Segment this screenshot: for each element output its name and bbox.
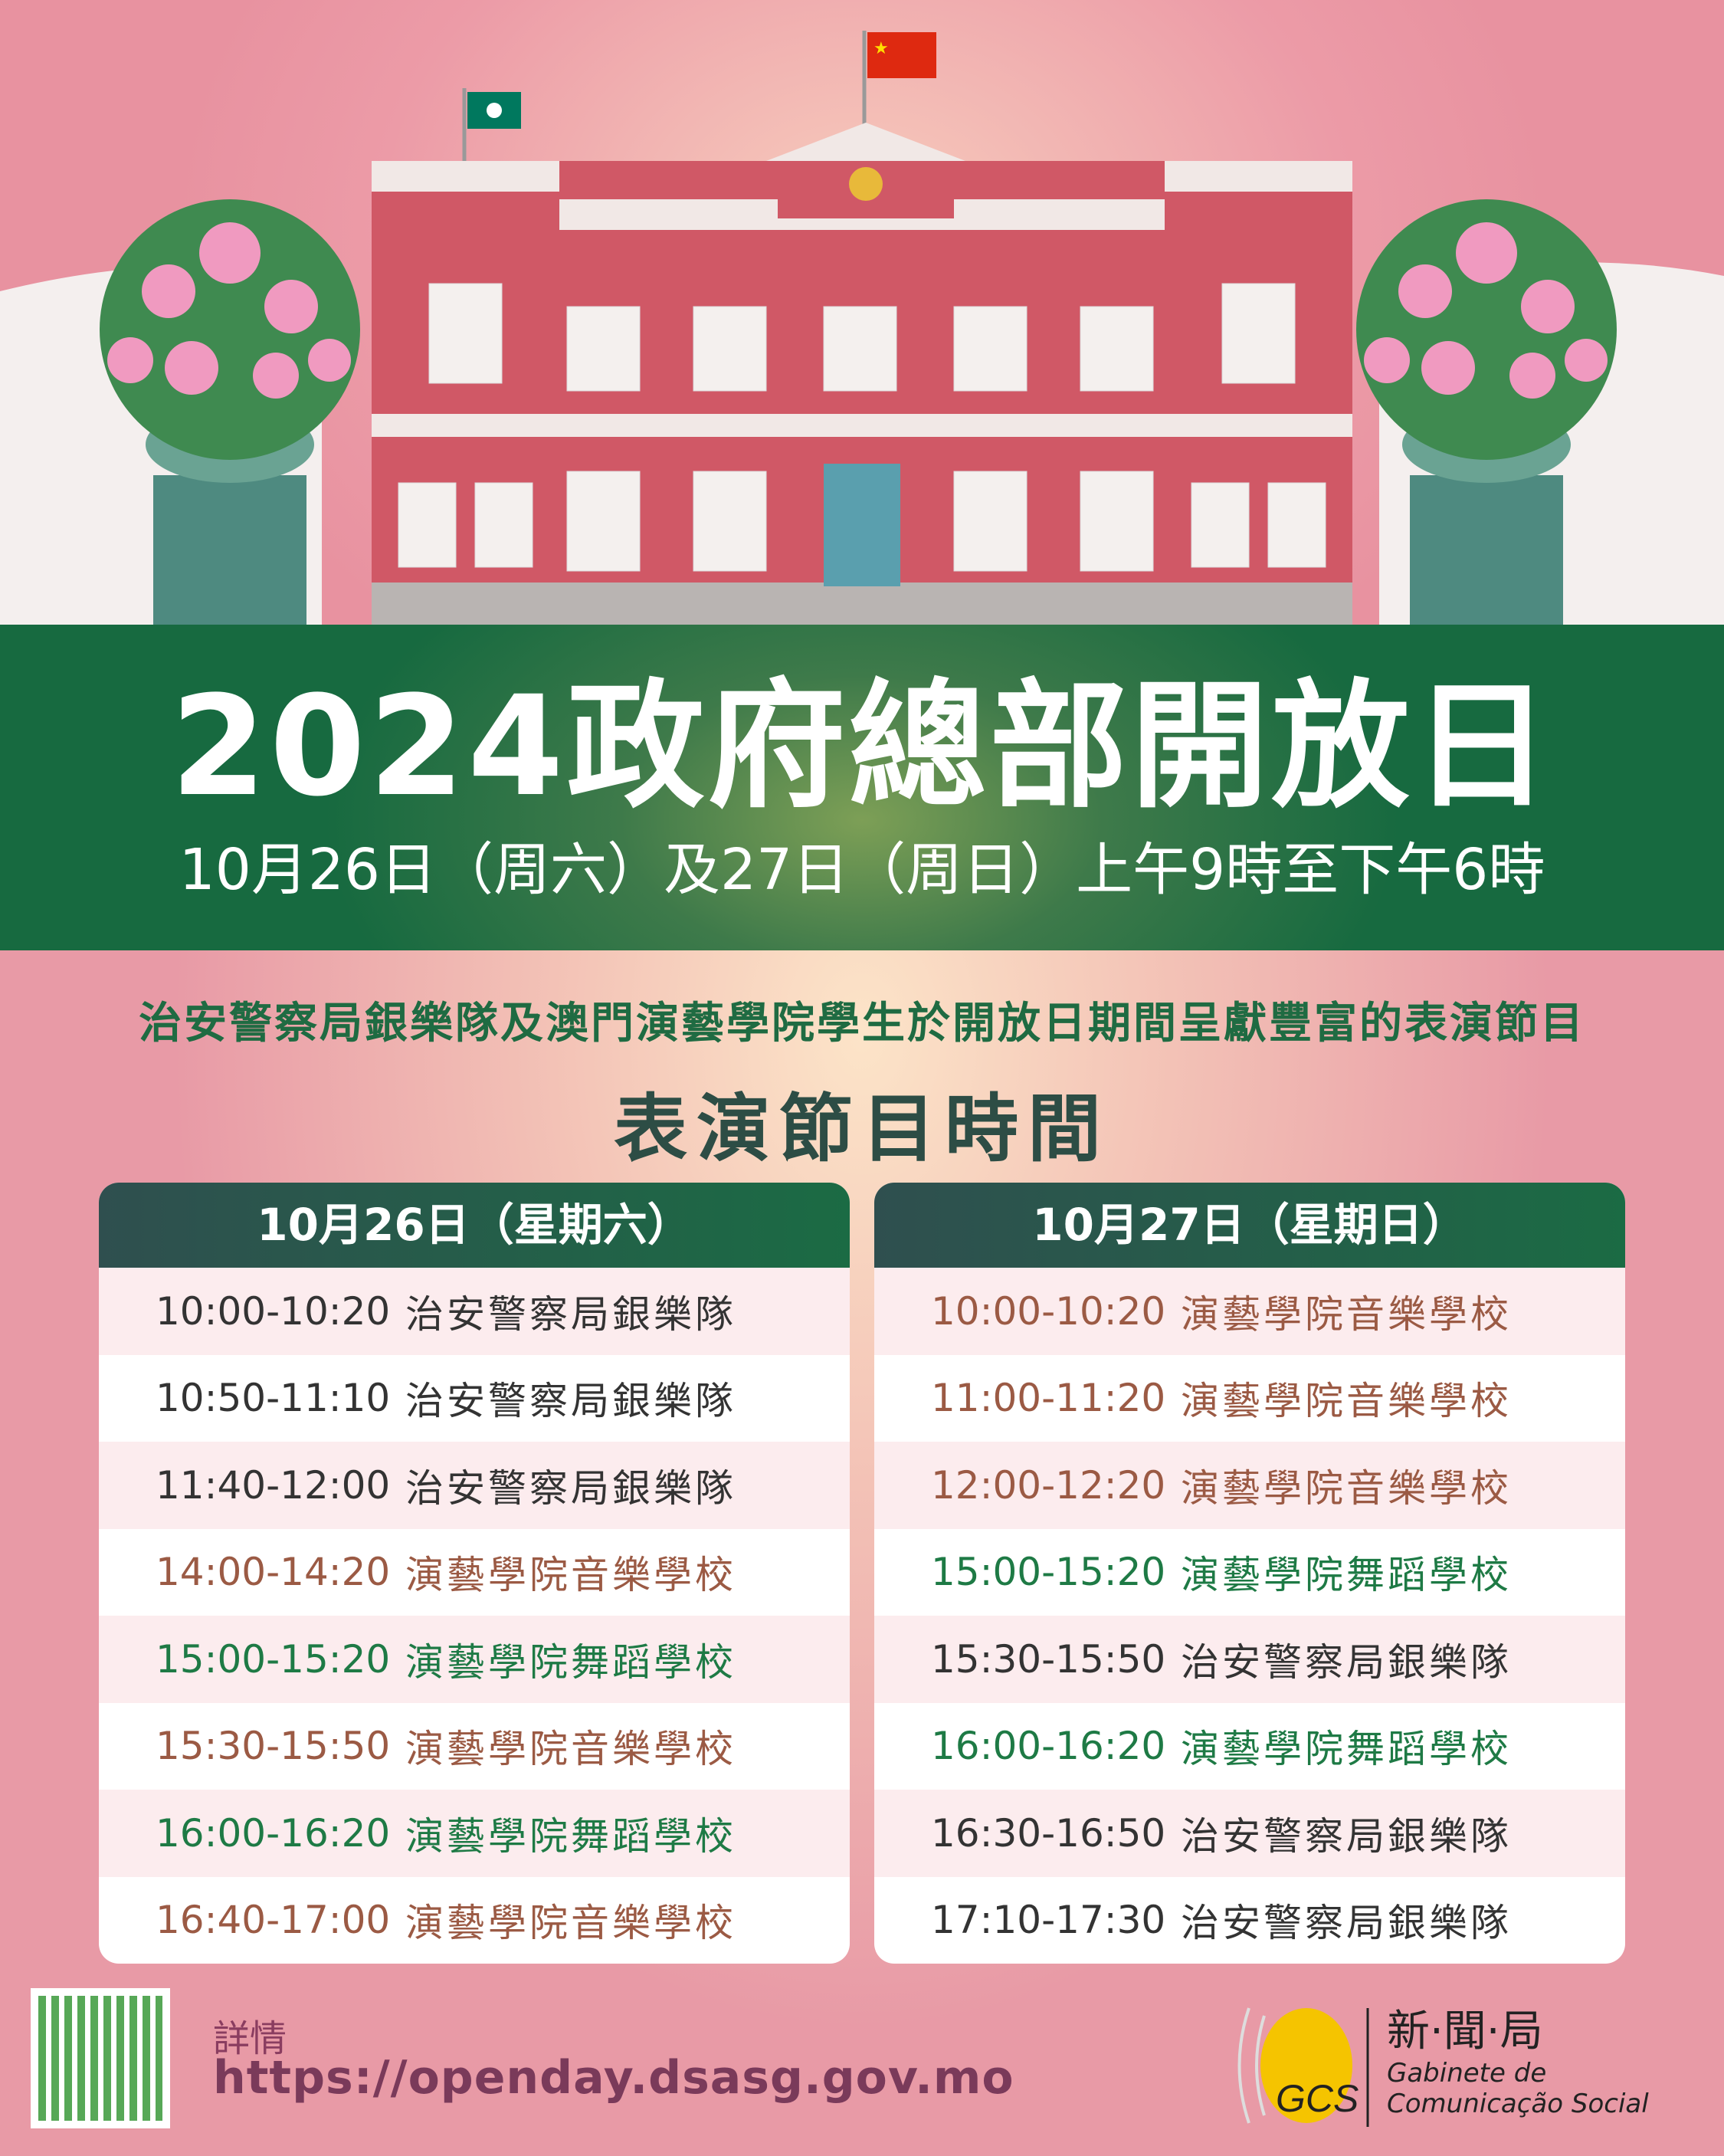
performer-name: 演藝學院音樂學校: [405, 1553, 736, 1598]
table-row: 11:00-11:20 演藝學院音樂學校: [874, 1355, 1625, 1442]
performance-time: 10:00-10:20: [156, 1288, 391, 1334]
table-row: 16:00-16:20 演藝學院舞蹈學校: [99, 1790, 850, 1877]
logo-name-pt: Comunicação Social: [1387, 2089, 1649, 2119]
performance-time: 14:00-14:20: [156, 1550, 391, 1595]
performer-name: 治安警察局銀樂隊: [405, 1291, 736, 1337]
table-row: 11:40-12:00 治安警察局銀樂隊: [99, 1442, 850, 1529]
table-row: 10:00-10:20 治安警察局銀樂隊: [99, 1268, 850, 1355]
title-banner: 2024政府總部開放日 10月26日（周六）及27日（周日）上午9時至下午6時: [0, 625, 1724, 950]
performer-name: 演藝學院舞蹈學校: [405, 1813, 736, 1859]
table-row: 15:00-15:20 演藝學院舞蹈學校: [874, 1529, 1625, 1616]
table-row: 16:40-17:00 演藝學院音樂學校: [99, 1877, 850, 1964]
performer-name: 演藝學院音樂學校: [1181, 1379, 1512, 1424]
performer-name: 治安警察局銀樂隊: [1181, 1901, 1512, 1946]
performer-name: 治安警察局銀樂隊: [1181, 1639, 1512, 1685]
performance-time: 10:50-11:10: [156, 1376, 391, 1421]
performer-name: 治安警察局銀樂隊: [405, 1465, 736, 1511]
event-title: 2024政府總部開放日: [170, 667, 1554, 827]
performer-name: 演藝學院音樂學校: [1181, 1291, 1512, 1337]
table-row: 15:30-15:50 演藝學院音樂學校: [99, 1703, 850, 1790]
flower-vase-left-icon: [100, 199, 360, 625]
performance-time: 10:00-10:20: [931, 1288, 1166, 1334]
qr-code-icon: [38, 1996, 162, 2121]
flower-vase-right-icon: [1356, 199, 1617, 625]
performer-name: 演藝學院舞蹈學校: [1181, 1727, 1512, 1772]
website-link[interactable]: https://openday.dsasg.gov.mo: [213, 2051, 1014, 2105]
table-header: 10月27日（星期日）: [874, 1183, 1625, 1268]
table-header: 10月26日（星期六）: [99, 1183, 850, 1268]
schedule-table-day1: 10月26日（星期六） 10:00-10:20 治安警察局銀樂隊 10:50-11:…: [99, 1183, 850, 1964]
performance-time: 15:30-15:50: [931, 1636, 1166, 1682]
event-subtitle: 治安警察局銀樂隊及澳門演藝學院學生於開放日期間呈獻豐富的表演節目: [139, 999, 1585, 1048]
building-illustration: ★: [0, 0, 1724, 625]
table-row: 10:00-10:20 演藝學院音樂學校: [874, 1268, 1625, 1355]
logo-name-zh: 新·聞·局: [1387, 2007, 1543, 2056]
performance-time: 15:30-15:50: [156, 1724, 391, 1769]
gcs-logo: GCS 新·聞·局 Gabinete de Comunicação Social: [1234, 1993, 1678, 2138]
performance-time: 17:10-17:30: [931, 1898, 1166, 1943]
table-row: 12:00-12:20 演藝學院音樂學校: [874, 1442, 1625, 1529]
performance-time: 11:40-12:00: [156, 1462, 391, 1508]
qr-code[interactable]: [31, 1988, 170, 2128]
schedule-heading: 表演節目時間: [614, 1086, 1110, 1172]
details-label: 詳情: [213, 2017, 287, 2060]
table-row: 15:30-15:50 治安警察局銀樂隊: [874, 1616, 1625, 1703]
schedule-table-day2: 10月27日（星期日） 10:00-10:20 演藝學院音樂學校 11:00-11:…: [874, 1183, 1625, 1964]
table-row: 16:30-16:50 治安警察局銀樂隊: [874, 1790, 1625, 1877]
performer-name: 演藝學院音樂學校: [405, 1727, 736, 1772]
macau-flag-icon: [462, 88, 521, 161]
logo-name-pt: Gabinete de: [1387, 2058, 1547, 2089]
table-row: 16:00-16:20 演藝學院舞蹈學校: [874, 1703, 1625, 1790]
performer-name: 演藝學院舞蹈學校: [405, 1639, 736, 1685]
performance-time: 16:00-16:20: [931, 1724, 1166, 1769]
performance-time: 16:40-17:00: [156, 1898, 391, 1943]
performer-name: 演藝學院音樂學校: [405, 1901, 736, 1946]
svg-text:★: ★: [873, 39, 889, 58]
performance-time: 15:00-15:20: [156, 1636, 391, 1682]
table-row: 17:10-17:30 治安警察局銀樂隊: [874, 1877, 1625, 1964]
table-row: 10:50-11:10 治安警察局銀樂隊: [99, 1355, 850, 1442]
performance-time: 12:00-12:20: [931, 1462, 1166, 1508]
performance-time: 16:00-16:20: [156, 1810, 391, 1856]
svg-text:GCS: GCS: [1276, 2077, 1359, 2120]
performance-time: 11:00-11:20: [931, 1376, 1166, 1421]
china-flag-icon: ★: [862, 31, 936, 130]
performer-name: 治安警察局銀樂隊: [1181, 1813, 1512, 1859]
performer-name: 演藝學院舞蹈學校: [1181, 1553, 1512, 1598]
table-row: 15:00-15:20 演藝學院舞蹈學校: [99, 1616, 850, 1703]
event-dates: 10月26日（周六）及27日（周日）上午9時至下午6時: [179, 837, 1545, 903]
performer-name: 演藝學院音樂學校: [1181, 1465, 1512, 1511]
performance-time: 16:30-16:50: [931, 1810, 1166, 1856]
performance-time: 15:00-15:20: [931, 1550, 1166, 1595]
table-row: 14:00-14:20 演藝學院音樂學校: [99, 1529, 850, 1616]
performer-name: 治安警察局銀樂隊: [405, 1379, 736, 1424]
